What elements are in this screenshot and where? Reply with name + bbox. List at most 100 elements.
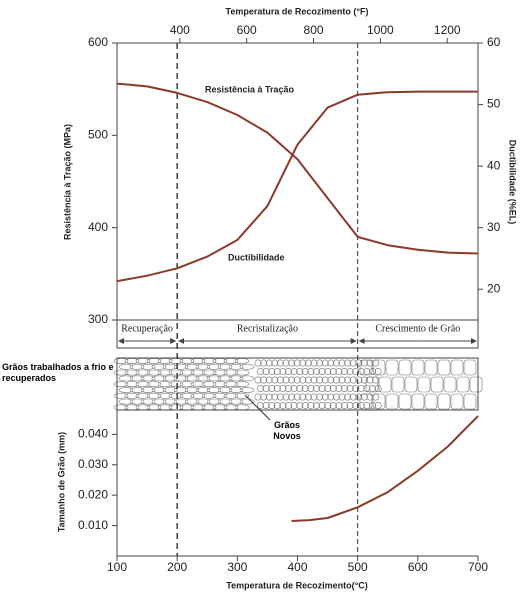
grain	[256, 367, 264, 375]
grain	[118, 398, 134, 405]
grain	[184, 398, 200, 405]
grain	[335, 367, 343, 375]
grain	[338, 376, 346, 384]
grain	[352, 384, 360, 392]
grain	[293, 359, 301, 367]
grain	[374, 401, 382, 409]
grain	[301, 367, 309, 375]
grain	[113, 392, 129, 399]
grain	[173, 398, 189, 405]
grain	[234, 358, 250, 364]
grain	[338, 359, 346, 367]
y-axis-title: Resistência à Tração (MPa)	[62, 124, 72, 240]
grain	[184, 363, 200, 370]
grain	[355, 393, 363, 401]
data-line	[116, 90, 478, 283]
y2-tick-label: 50	[487, 97, 501, 111]
grain	[195, 387, 211, 393]
grain	[212, 369, 228, 376]
grain	[316, 393, 324, 401]
grain	[352, 367, 360, 375]
grain	[344, 393, 352, 401]
grain	[338, 393, 346, 401]
grain	[168, 369, 184, 376]
grain	[332, 359, 340, 367]
grain	[284, 367, 292, 375]
grain	[349, 359, 357, 367]
grain	[346, 367, 354, 375]
grain	[190, 369, 206, 376]
grain	[424, 359, 438, 376]
grain	[124, 392, 140, 399]
grain	[282, 359, 290, 367]
grain	[206, 375, 222, 382]
grain	[239, 398, 255, 405]
grain	[318, 401, 326, 409]
grain	[173, 375, 189, 382]
data-line	[291, 415, 479, 522]
grain	[346, 384, 354, 392]
y-tick-label: 0.040	[78, 427, 108, 441]
grain	[469, 376, 483, 393]
grain	[195, 398, 211, 405]
grain	[260, 359, 268, 367]
grain	[217, 363, 233, 370]
grain	[146, 381, 162, 388]
grain	[228, 398, 244, 405]
grain	[463, 359, 477, 376]
grain	[262, 367, 270, 375]
grain	[398, 393, 412, 410]
grain	[124, 381, 140, 388]
grain	[157, 392, 173, 399]
grain	[288, 376, 296, 384]
grain	[312, 367, 320, 375]
grain	[293, 376, 301, 384]
grain	[228, 375, 244, 382]
grain	[385, 359, 399, 376]
x2-tick-label: 800	[304, 23, 324, 37]
grain	[332, 376, 340, 384]
grain	[340, 384, 348, 392]
y-tick-label: 500	[88, 128, 108, 142]
grain	[324, 401, 332, 409]
grain	[352, 401, 360, 409]
grain	[168, 381, 184, 388]
grain	[312, 384, 320, 392]
grain	[359, 359, 373, 376]
bottom-y-axis-title: Tamanho de Grão (mm)	[56, 432, 66, 532]
grain	[271, 393, 279, 401]
grain	[318, 384, 326, 392]
grain	[140, 398, 156, 405]
grain	[344, 359, 352, 367]
grain	[146, 392, 162, 399]
grain	[335, 401, 343, 409]
grain	[276, 393, 284, 401]
grain	[135, 381, 151, 388]
grain	[217, 387, 233, 393]
grain	[290, 401, 298, 409]
grain	[129, 387, 145, 393]
grain	[404, 376, 418, 393]
x2-tick-label: 600	[237, 23, 257, 37]
grain	[301, 384, 309, 392]
grain	[190, 392, 206, 399]
grain	[344, 376, 352, 384]
grain	[355, 376, 363, 384]
grain	[173, 363, 189, 370]
x2-tick-label: 400	[170, 23, 190, 37]
grain	[129, 375, 145, 382]
y-tick-label: 400	[88, 220, 108, 234]
y-tick-label: 300	[88, 312, 108, 326]
grain	[223, 381, 239, 388]
annotation: Grãos trabalhados a frio e recuperados	[2, 362, 114, 383]
grain	[256, 401, 264, 409]
grain	[368, 401, 376, 409]
grain	[118, 363, 134, 370]
grain	[368, 384, 376, 392]
grain	[340, 401, 348, 409]
grain	[265, 393, 273, 401]
grain	[217, 398, 233, 405]
grain	[206, 387, 222, 393]
x-axis-title: Temperatura de Recozimento(°C)	[226, 580, 367, 590]
